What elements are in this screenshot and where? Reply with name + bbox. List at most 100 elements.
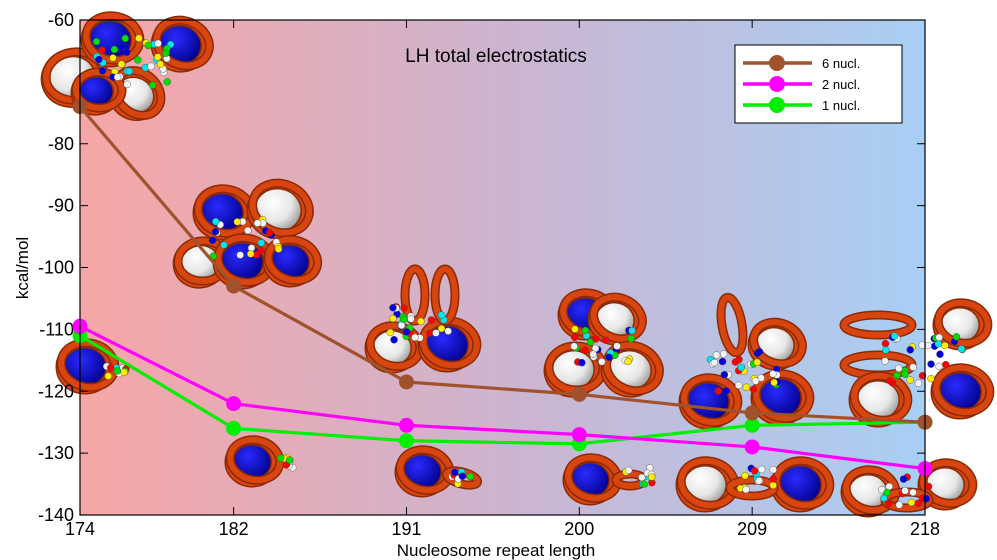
linker-histone-bead bbox=[718, 357, 727, 366]
linker-histone-bead bbox=[253, 219, 262, 227]
linker-histone-bead bbox=[113, 73, 122, 81]
linker-histone-bead bbox=[581, 346, 589, 354]
linker-histone-bead bbox=[123, 48, 131, 56]
linker-histone-bead bbox=[458, 472, 467, 480]
y-tick-label: -120 bbox=[38, 381, 74, 401]
data-point-2-1 bbox=[226, 420, 242, 436]
data-point-0-1 bbox=[226, 278, 242, 294]
linker-histone-bead bbox=[147, 62, 155, 71]
linker-histone-bead bbox=[613, 342, 621, 350]
linker-histone-bead bbox=[571, 325, 579, 333]
molecular-structures bbox=[40, 11, 995, 518]
linker-histone-bead bbox=[211, 228, 220, 236]
data-point-0-3 bbox=[571, 386, 587, 402]
x-tick-label: 174 bbox=[65, 519, 95, 539]
linker-histone-bead bbox=[117, 43, 125, 51]
structure-2nucl-218 bbox=[840, 458, 978, 518]
linker-histone-bead bbox=[722, 387, 731, 395]
linker-histone-bead bbox=[769, 465, 777, 474]
linker-histone-bead bbox=[110, 45, 119, 54]
linker-histone-bead bbox=[389, 314, 397, 323]
linker-histone-bead bbox=[927, 374, 935, 383]
linker-histone-bead bbox=[927, 360, 935, 368]
linker-histone-bead bbox=[906, 346, 914, 354]
linker-histone-bead bbox=[117, 60, 126, 68]
linker-histone-bead bbox=[236, 251, 244, 259]
structure-6nucl-182 bbox=[172, 178, 323, 290]
linker-histone-bead bbox=[163, 78, 171, 86]
legend-label-1: 2 nucl. bbox=[822, 77, 860, 92]
x-tick-label: 209 bbox=[737, 519, 767, 539]
linker-histone-bead bbox=[107, 364, 115, 372]
linker-histone-bead bbox=[581, 326, 590, 335]
linker-histone-bead bbox=[750, 467, 759, 475]
linker-histone-bead bbox=[886, 376, 894, 385]
linker-histone-bead bbox=[156, 60, 165, 68]
linker-histone-bead bbox=[769, 370, 777, 378]
linker-histone-bead bbox=[735, 355, 743, 364]
linker-histone-bead bbox=[386, 328, 395, 337]
linker-histone-bead bbox=[942, 360, 950, 369]
linker-histone-bead bbox=[742, 485, 750, 494]
linker-histone-bead bbox=[277, 454, 285, 462]
linker-histone-bead bbox=[881, 339, 890, 348]
x-tick-label: 218 bbox=[910, 519, 940, 539]
linker-histone-bead bbox=[208, 236, 217, 245]
linker-histone-bead bbox=[121, 34, 129, 43]
dna-ring bbox=[590, 294, 646, 342]
linker-histone-bead bbox=[719, 350, 728, 358]
legend-label-0: 6 nucl. bbox=[822, 56, 860, 71]
linker-histone-bead bbox=[437, 311, 446, 319]
linker-histone-bead bbox=[212, 217, 220, 226]
linker-histone-bead bbox=[749, 385, 758, 393]
linker-histone-bead bbox=[417, 317, 425, 326]
linker-histone-bead bbox=[648, 473, 656, 481]
structure-1nucl-191 bbox=[394, 445, 483, 498]
linker-histone-bead bbox=[720, 371, 729, 379]
structure-2nucl-200 bbox=[562, 453, 656, 506]
chart-title: LH total electrostatics bbox=[405, 46, 587, 67]
structure-6nucl-191 bbox=[364, 264, 482, 374]
dna-ring bbox=[718, 294, 746, 356]
linker-histone-bead bbox=[935, 333, 943, 342]
x-tick-label: 182 bbox=[219, 519, 249, 539]
structure-6nucl-209 bbox=[678, 292, 815, 430]
linker-histone-bead bbox=[257, 246, 265, 255]
histone-core-white bbox=[180, 243, 220, 283]
linker-histone-bead bbox=[104, 372, 112, 380]
linker-histone-bead bbox=[390, 336, 398, 344]
plot-frame bbox=[79, 19, 926, 516]
linker-histone-bead bbox=[109, 54, 117, 62]
linker-histone-bead bbox=[640, 480, 649, 488]
legend-label-2: 1 nucl. bbox=[822, 98, 860, 113]
linker-histone-bead bbox=[742, 383, 751, 391]
data-point-2-4 bbox=[744, 417, 760, 433]
x-tick-label: 191 bbox=[391, 519, 421, 539]
linker-histone-bead bbox=[123, 80, 131, 89]
linker-histone-bead bbox=[400, 315, 408, 324]
y-axis: -60 -80 -90 -100 -110 -120 -130 -140 bbox=[38, 10, 925, 525]
linker-histone-bead bbox=[153, 53, 162, 61]
linker-histone-bead bbox=[570, 342, 578, 350]
linker-histone-bead bbox=[751, 377, 760, 385]
dna-ring bbox=[841, 312, 915, 338]
structure-6nucl-218 bbox=[839, 298, 995, 428]
legend-marker-0 bbox=[769, 55, 785, 71]
linker-histone-bead bbox=[895, 364, 903, 373]
linker-histone-bead bbox=[907, 498, 916, 507]
linker-histone-bead bbox=[400, 304, 408, 312]
linker-histone-bead bbox=[735, 381, 743, 389]
y-tick-label: -130 bbox=[38, 443, 74, 463]
linker-histone-bead bbox=[924, 482, 933, 491]
linker-histone-bead bbox=[918, 341, 926, 349]
linker-histone-bead bbox=[952, 333, 961, 341]
x-axis: 174 182 191 200 209 218 bbox=[65, 20, 940, 539]
y-tick-label: -100 bbox=[38, 258, 74, 278]
linker-histone-bead bbox=[246, 250, 255, 258]
linker-histone-bead bbox=[624, 357, 632, 366]
x-axis-label: Nucleosome repeat length bbox=[397, 541, 595, 560]
data-point-2-2 bbox=[398, 433, 414, 449]
linker-histone-bead bbox=[427, 316, 436, 324]
linker-histone-bead bbox=[598, 358, 606, 366]
linker-histone-bead bbox=[909, 363, 917, 371]
